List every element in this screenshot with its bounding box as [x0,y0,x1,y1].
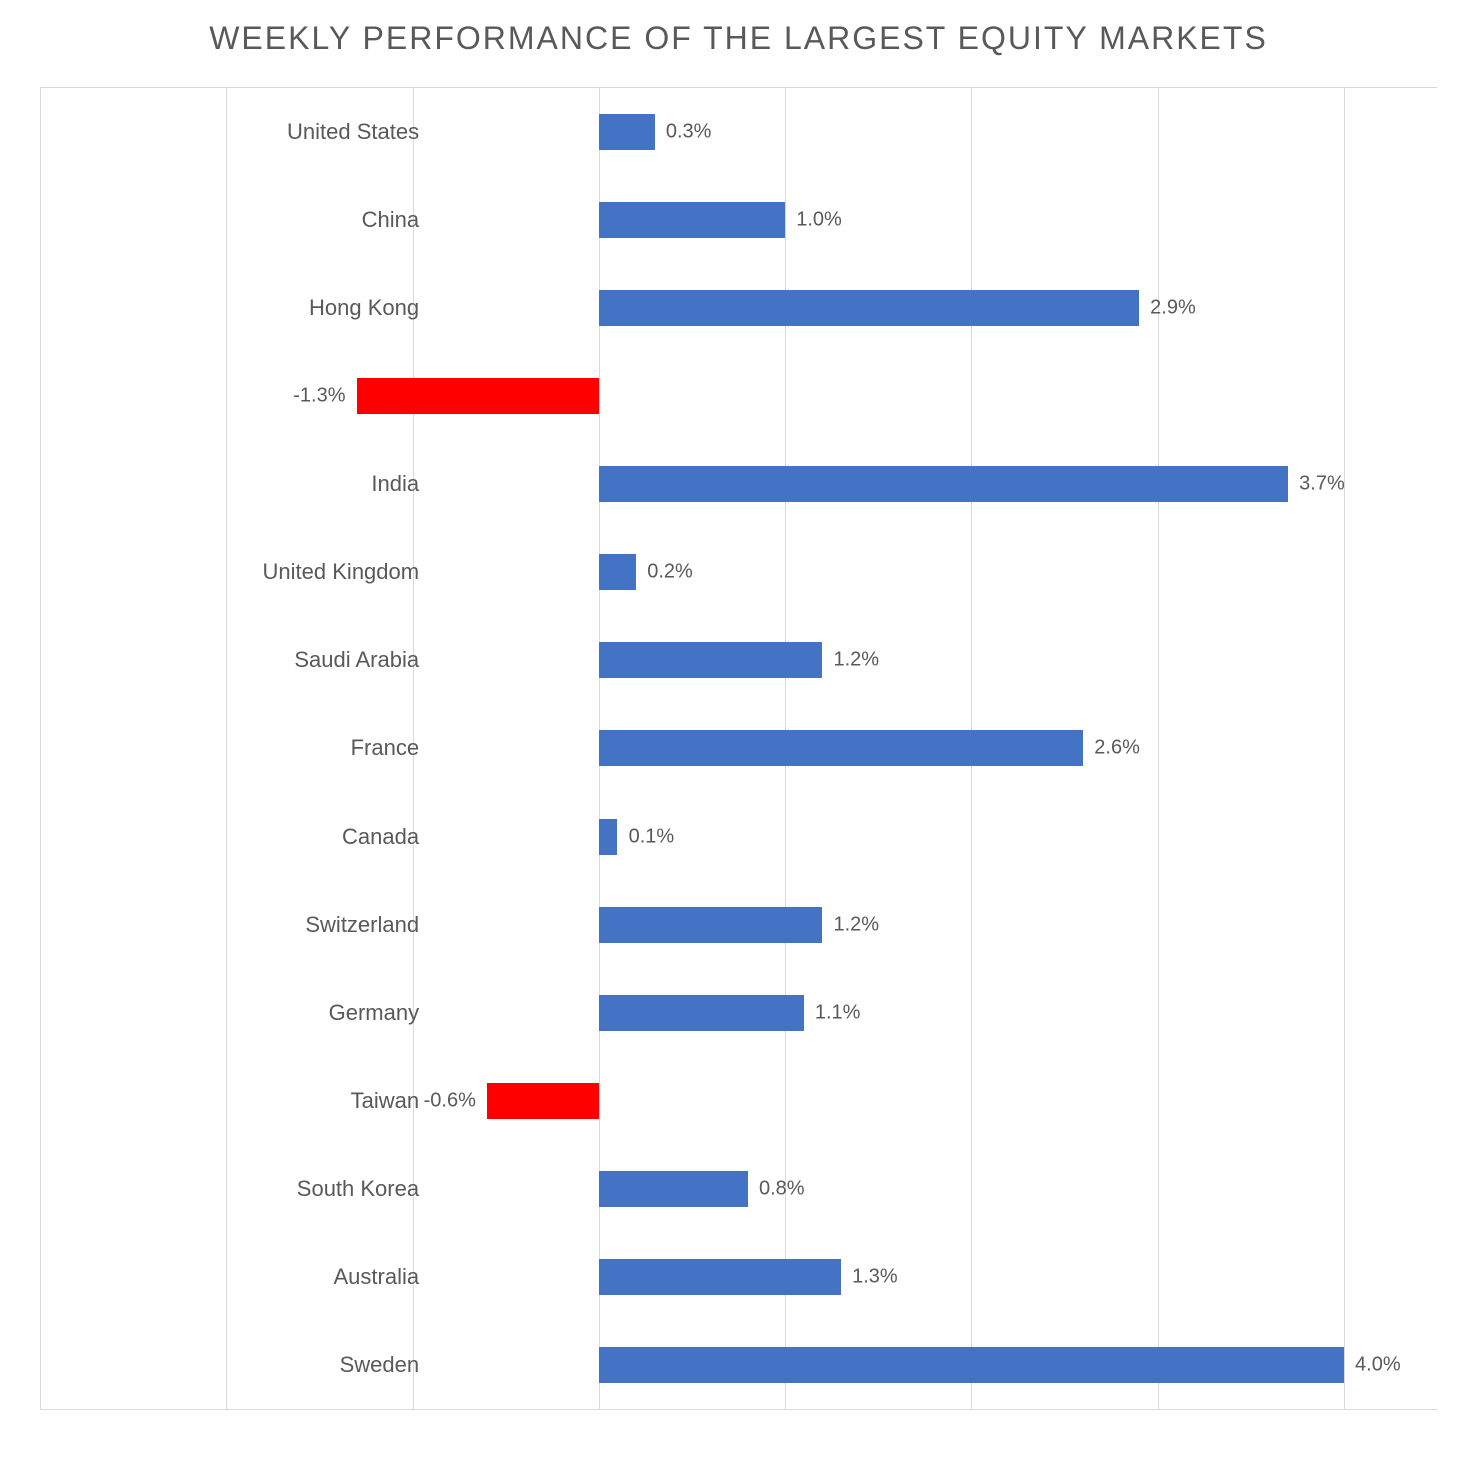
value-label: 1.2% [833,649,879,672]
country-label: Taiwan [40,1088,459,1114]
bar [599,114,655,150]
value-label: 2.9% [1150,297,1196,320]
value-label: 0.8% [759,1177,805,1200]
equity-performance-chart: WEEKLY PERFORMANCE OF THE LARGEST EQUITY… [0,0,1477,1473]
country-label: Australia [40,1264,459,1290]
country-label: Canada [40,824,459,850]
bar [599,819,618,855]
data-row: South Korea 0.8% [40,1145,1437,1233]
bar [599,1347,1344,1383]
value-label: 0.3% [666,121,712,144]
chart-title: WEEKLY PERFORMANCE OF THE LARGEST EQUITY… [40,20,1437,57]
country-label: Saudi Arabia [40,647,459,673]
value-label: 4.0% [1355,1353,1401,1376]
data-row: India 3.7% [40,440,1437,528]
value-label: 3.7% [1299,473,1345,496]
country-label: India [40,471,459,497]
bar [599,995,804,1031]
data-row: United Kingdom 0.2% [40,528,1437,616]
data-row: Australia 1.3% [40,1233,1437,1321]
bar [599,730,1083,766]
value-label: 1.2% [833,913,879,936]
bar [599,202,785,238]
value-label: 0.2% [647,561,693,584]
data-row: Saudi Arabia 1.2% [40,616,1437,704]
country-label: United States [40,119,459,145]
bar [357,378,599,414]
country-label: South Korea [40,1176,459,1202]
value-label: -1.3% [293,385,345,408]
bar [599,907,823,943]
bar [599,290,1139,326]
data-row: France 2.6% [40,704,1437,792]
country-label: Switzerland [40,912,459,938]
bar [599,466,1288,502]
data-row: United States 0.3% [40,88,1437,176]
bar [599,1259,841,1295]
data-row: Switzerland 1.2% [40,881,1437,969]
data-row: Taiwan-0.6% [40,1057,1437,1145]
country-label: Germany [40,1000,459,1026]
country-label: Hong Kong [40,295,459,321]
value-label: 2.6% [1094,737,1140,760]
bar [599,554,636,590]
country-label: France [40,735,459,761]
data-row: Germany 1.1% [40,969,1437,1057]
value-label: 1.3% [852,1265,898,1288]
data-row: China 1.0% [40,176,1437,264]
bar [599,1171,748,1207]
bar [487,1083,599,1119]
data-row: Sweden 4.0% [40,1321,1437,1409]
value-label: 0.1% [629,825,675,848]
value-label: 1.0% [796,209,842,232]
bar [599,642,823,678]
country-label: China [40,207,459,233]
country-label: Sweden [40,1352,459,1378]
data-row: Canada 0.1% [40,793,1437,881]
plot-area: United States 0.3% China 1.0% Hong Kong 2.9% J… [40,87,1437,1410]
value-label: 1.1% [815,1001,861,1024]
value-label: -0.6% [424,1089,476,1112]
country-label: United Kingdom [40,559,459,585]
data-row: Japan-1.3% [40,352,1437,440]
data-row: Hong Kong 2.9% [40,264,1437,352]
